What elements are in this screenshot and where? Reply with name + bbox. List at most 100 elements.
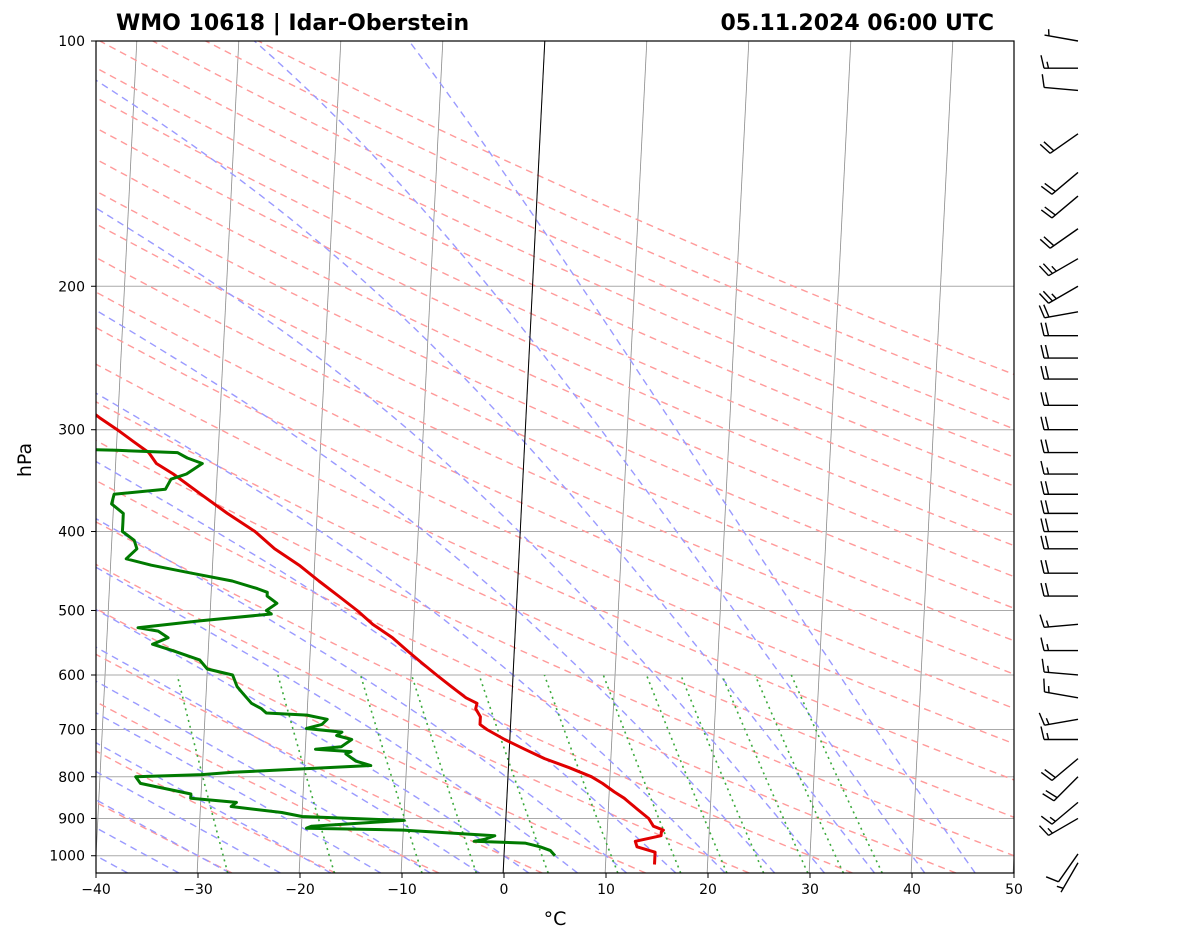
x-tick-label: 0: [500, 882, 509, 898]
dry-adiabat-line: [96, 66, 1014, 487]
wind-barbs: [1038, 29, 1079, 893]
wind-barb: [1040, 439, 1078, 454]
y-tick-label: 800: [58, 770, 85, 786]
moist-adiabat-line: [96, 392, 726, 873]
moist-adiabat-line: [408, 41, 976, 873]
wind-barb: [1056, 862, 1079, 893]
mixing-ratio-line: [359, 674, 423, 873]
wind-barb: [1040, 801, 1079, 825]
mixing-ratio-line: [680, 674, 765, 873]
wind-barb: [1040, 392, 1078, 407]
dry-adiabat-line: [96, 158, 1014, 578]
wind-barb: [1040, 637, 1078, 652]
wind-barb: [1038, 304, 1079, 319]
y-tick-label: 500: [58, 603, 85, 619]
wind-barb: [1040, 171, 1079, 195]
y-tick-label: 200: [58, 279, 85, 295]
dewpoint-profile-line: [96, 448, 557, 857]
moist-adiabat-line: [96, 309, 776, 873]
moist-adiabat-line: [96, 79, 876, 873]
chart-title-right: 05.11.2024 06:00 UTC: [720, 11, 994, 36]
y-tick-label: 400: [58, 525, 85, 541]
moist-adiabat-line: [96, 207, 826, 873]
wind-barb: [1040, 481, 1078, 495]
wind-barb: [1038, 817, 1079, 837]
wind-barb: [1040, 500, 1078, 515]
wind-barb: [1040, 535, 1078, 550]
mixing-ratio-line: [645, 674, 728, 873]
dry-adiabat-line: [96, 439, 1014, 857]
isotherm-line: [196, 41, 240, 873]
wind-barb: [1040, 322, 1078, 337]
x-tick-label: 50: [1005, 882, 1023, 898]
moist-adiabat-line: [96, 460, 677, 873]
moist-adiabat-line: [96, 770, 281, 873]
wind-barb: [1040, 582, 1078, 597]
dry-adiabat-line: [96, 363, 1014, 781]
wind-barb: [1040, 726, 1078, 741]
isotherm-line: [706, 41, 750, 873]
temperature-profile-line: [96, 413, 665, 865]
dry-adiabat-line: [96, 190, 1014, 609]
x-tick-label: −10: [387, 882, 417, 898]
wind-barb: [1039, 614, 1079, 629]
x-tick-label: 10: [597, 882, 615, 898]
mixing-ratio-line: [602, 674, 682, 873]
wind-barb: [1040, 518, 1078, 533]
x-axis-label: °C: [544, 908, 567, 930]
wind-barb: [1038, 285, 1079, 304]
wind-barb: [1040, 758, 1079, 782]
moist-adiabat-line: [96, 566, 579, 873]
dry-adiabat-line: [96, 256, 1014, 675]
y-tick-label: 600: [58, 668, 85, 684]
dry-adiabat-line: [96, 479, 957, 873]
axis-ticks: −40 −30 −20 −10 0 10 20 30 40 50 1000 900 800 700 600 5…: [49, 34, 1023, 898]
dry-adiabat-line: [96, 291, 1014, 710]
plot-frame: [95, 40, 1015, 874]
wind-barb: [1043, 678, 1079, 699]
wind-barb: [1040, 344, 1078, 359]
moist-adiabat-line: [96, 680, 431, 873]
wind-barb: [1040, 195, 1079, 219]
x-tick-label: 30: [801, 882, 819, 898]
series-layer: [96, 413, 665, 865]
wind-barb: [1040, 560, 1078, 574]
zero-isotherm-line: [502, 41, 546, 873]
wind-barb: [1040, 55, 1078, 69]
chart-title-left: WMO 10618 | Idar-Oberstein: [116, 11, 469, 36]
dry-adiabat-line: [96, 521, 853, 873]
dry-adiabat-line: [96, 326, 1014, 745]
y-tick-label: 300: [58, 423, 85, 439]
moist-adiabat-line: [96, 608, 530, 873]
wind-barb: [1045, 853, 1079, 883]
dry-adiabat-line: [96, 653, 543, 873]
isotherm-line: [808, 41, 852, 873]
wind-barb: [1044, 29, 1079, 42]
isotherm-line: [604, 41, 648, 873]
wind-barb: [1042, 776, 1079, 802]
x-tick-label: 40: [903, 882, 921, 898]
moist-adiabat-line: [96, 798, 231, 873]
dry-adiabat-line: [96, 96, 1014, 517]
y-axis-label: hPa: [14, 443, 36, 477]
y-tick-label: 1000: [49, 849, 85, 865]
wind-barb: [1040, 365, 1078, 380]
wind-barb: [1039, 228, 1079, 249]
mixing-ratio-line: [543, 674, 619, 873]
dry-adiabat-line: [96, 801, 233, 873]
wind-barb: [1039, 133, 1079, 154]
y-tick-label: 900: [58, 811, 85, 827]
wind-barb: [1041, 74, 1079, 92]
isotherm-line: [298, 41, 342, 873]
dry-adiabat-line: [96, 563, 750, 873]
isotherm-line: [910, 41, 954, 873]
x-tick-label: 20: [699, 882, 717, 898]
x-tick-label: −30: [183, 882, 213, 898]
x-tick-label: −40: [81, 882, 111, 898]
isotherm-line: [1012, 847, 1014, 873]
y-tick-label: 700: [58, 723, 85, 739]
plot-background: [96, 41, 1014, 873]
moist-adiabat-line: [96, 517, 628, 873]
wind-barb: [1040, 416, 1078, 431]
